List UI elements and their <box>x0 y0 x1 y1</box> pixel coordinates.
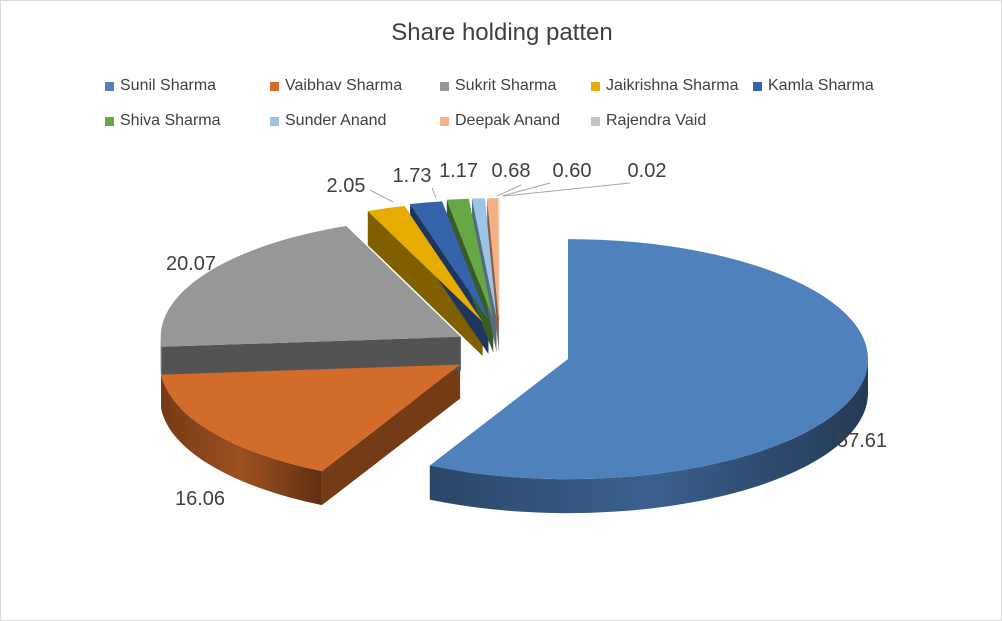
legend-swatch <box>591 116 600 126</box>
data-label-shiva-sharma: 1.17 <box>439 160 478 182</box>
data-label-rajendra-vaid: 0.02 <box>628 160 667 182</box>
legend-label: Rajendra Vaid <box>606 112 707 129</box>
data-label-sunil-sharma: 57.61 <box>837 430 887 452</box>
slice-shiva-sharma <box>446 198 494 319</box>
legend-swatch <box>440 81 449 91</box>
slice-kamla-sharma <box>410 201 489 320</box>
legend-item-jaikrishna-sharma: Jaikrishna Sharma <box>591 77 739 95</box>
data-label-vaibhav-sharma: 16.06 <box>175 488 225 510</box>
legend-item-vaibhav-sharma: Vaibhav Sharma <box>270 77 402 95</box>
legend-label: Vaibhav Sharma <box>285 77 403 94</box>
leader-line-kamla-sharma <box>431 187 437 199</box>
data-label-jaikrishna-sharma: 2.05 <box>327 175 366 197</box>
slice-vaibhav-sharma <box>161 364 461 472</box>
leader-line-deepak-anand <box>501 182 551 197</box>
legend-item-rajendra-vaid: Rajendra Vaid <box>591 112 706 130</box>
legend-swatch <box>591 81 600 91</box>
leader-line-sunder-anand <box>496 184 522 197</box>
data-labels: 57.61 16.06 20.07 2.05 1.73 1.17 0.68 0.60 0.02 <box>166 160 887 510</box>
legend-item-sukrit-sharma: Sukrit Sharma <box>440 77 556 95</box>
legend-label: Shiva Sharma <box>120 112 221 129</box>
legend-label: Deepak Anand <box>455 112 560 129</box>
legend-swatch <box>753 81 762 91</box>
pie-slices <box>160 198 869 514</box>
slice-jaikrishna-sharma <box>367 206 483 322</box>
legend-label: Sunder Anand <box>285 112 387 129</box>
legend-item-kamla-sharma: Kamla Sharma <box>753 77 874 95</box>
data-label-kamla-sharma: 1.73 <box>393 165 432 187</box>
legend-item-sunil-sharma: Sunil Sharma <box>105 77 216 95</box>
leader-line-rajendra-vaid <box>503 182 631 197</box>
legend-item-sunder-anand: Sunder Anand <box>270 112 386 130</box>
legend-item-shiva-sharma: Shiva Sharma <box>105 112 221 130</box>
data-label-sukrit-sharma: 20.07 <box>166 253 216 275</box>
leader-line-jaikrishna-sharma <box>369 189 394 203</box>
legend-swatch <box>270 81 279 91</box>
chart-title: Share holding patten <box>391 19 613 46</box>
legend-label: Kamla Sharma <box>768 77 874 94</box>
data-label-deepak-anand: 0.60 <box>553 160 592 182</box>
slice-sukrit-sharma <box>160 225 461 347</box>
legend-swatch <box>105 116 114 126</box>
slice-sunil-sharma <box>429 239 868 480</box>
legend-swatch <box>105 81 114 91</box>
data-label-sunder-anand: 0.68 <box>492 160 531 182</box>
legend-swatch <box>270 116 279 126</box>
legend-item-deepak-anand: Deepak Anand <box>440 112 560 130</box>
legend-swatch <box>440 116 449 126</box>
legend-label: Jaikrishna Sharma <box>606 77 739 94</box>
legend-label: Sukrit Sharma <box>455 77 557 94</box>
slice-deepak-anand <box>487 198 499 319</box>
slice-sunder-anand <box>472 198 497 319</box>
legend-label: Sunil Sharma <box>120 77 217 94</box>
